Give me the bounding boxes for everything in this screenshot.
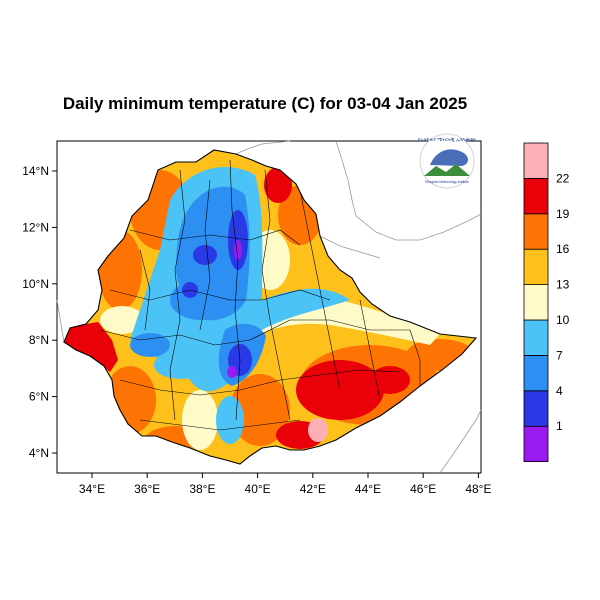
x-tick-label: 36°E [134, 482, 160, 496]
x-tick-label: 44°E [355, 482, 381, 496]
map-title: Daily minimum temperature (C) for 03-04 … [62, 94, 468, 113]
colorbar-swatch [523, 177, 549, 215]
x-tick-label: 42°E [300, 482, 326, 496]
neighbour-borders [56, 140, 482, 474]
colorbar-swatch [523, 354, 549, 392]
logo-text-bottom: Ethiopian Meteorology Institute [425, 180, 469, 184]
colorbar-swatch [523, 213, 549, 250]
colorbar-label: 10 [556, 313, 570, 327]
country-border [63, 149, 478, 465]
band-above-22 [308, 418, 328, 442]
institute-logo: የኢትዮጵያ ሜትሮሎጂ ኢንስቲትዩት Ethiopian Meteorolo… [418, 133, 476, 189]
colorbar-label: 7 [556, 348, 563, 362]
x-tick-label: 46°E [410, 482, 436, 496]
colorbar: 1 4 7 10 13 16 19 22 [523, 142, 570, 463]
x-tick-label: 48°E [465, 482, 491, 496]
y-tick-label: 4°N [29, 446, 49, 460]
colorbar-swatch [523, 284, 549, 321]
colorbar-swatch [523, 319, 549, 356]
y-axis: 14°N 12°N 10°N 8°N 6°N 4°N [22, 164, 57, 460]
colorbar-label: 16 [556, 242, 570, 256]
y-tick-label: 6°N [29, 390, 49, 404]
colorbar-label: 4 [556, 384, 563, 398]
y-tick-label: 14°N [22, 164, 49, 178]
colorbar-label: 13 [556, 278, 570, 292]
x-tick-label: 34°E [79, 482, 105, 496]
x-tick-label: 38°E [189, 482, 215, 496]
colorbar-label: 22 [556, 171, 570, 185]
y-tick-label: 8°N [29, 333, 49, 347]
logo-text-top: የኢትዮጵያ ሜትሮሎጂ ኢንስቲትዩት [418, 138, 476, 143]
y-tick-label: 12°N [22, 220, 49, 234]
x-axis: 34°E 36°E 38°E 40°E 42°E 44°E 46°E 48°E [79, 473, 491, 496]
y-tick-label: 10°N [22, 277, 49, 291]
region-borders [99, 159, 421, 431]
colorbar-label: 1 [556, 419, 563, 433]
x-tick-label: 40°E [245, 482, 271, 496]
colorbar-swatch [523, 248, 549, 285]
colorbar-swatch [523, 390, 549, 427]
colorbar-label: 19 [556, 207, 570, 221]
colorbar-swatch [523, 142, 549, 179]
colorbar-swatch [523, 425, 549, 463]
